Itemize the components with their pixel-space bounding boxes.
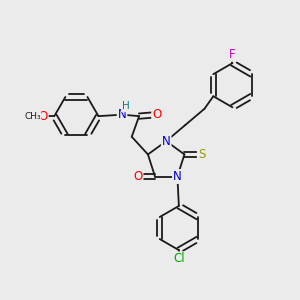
Text: N: N xyxy=(118,108,126,121)
Text: Cl: Cl xyxy=(173,252,185,266)
Text: O: O xyxy=(133,170,142,183)
Text: CH₃: CH₃ xyxy=(24,112,41,121)
Text: O: O xyxy=(152,108,161,121)
Text: N: N xyxy=(162,135,171,148)
Text: F: F xyxy=(229,48,236,61)
Text: N: N xyxy=(173,170,182,183)
Text: S: S xyxy=(198,148,205,161)
Text: O: O xyxy=(38,110,48,123)
Text: H: H xyxy=(122,101,129,111)
